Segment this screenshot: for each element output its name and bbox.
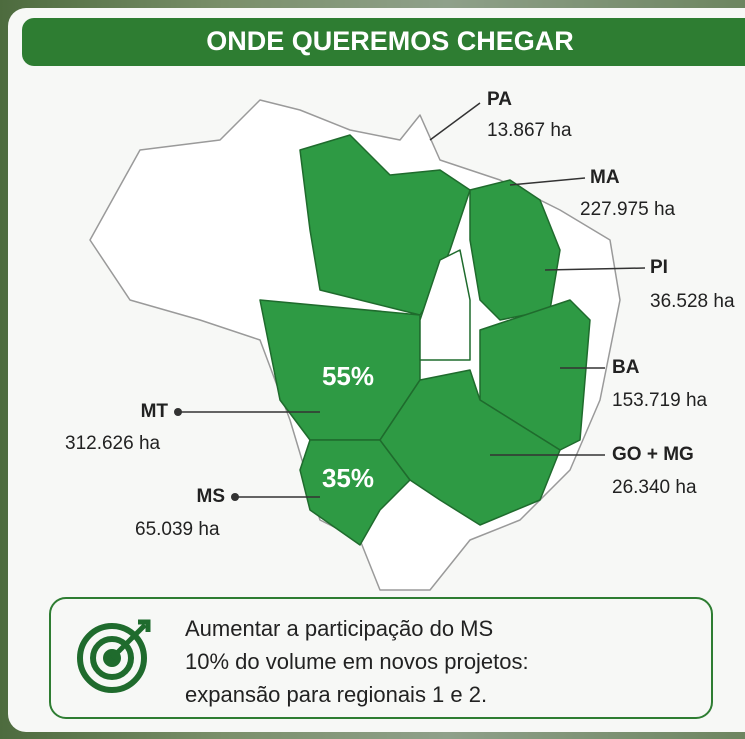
region-name: GO + MG [612, 444, 694, 465]
dot [174, 408, 182, 416]
region-name: PA [487, 89, 512, 110]
page: ONDE QUEREMOS CHEGAR PA 13.867 ha MA 227… [0, 0, 745, 739]
share: 55% [322, 361, 374, 391]
region-area: 36.528 ha [650, 291, 735, 312]
goal-text: Aumentar a participação do MS 10% do vol… [185, 616, 529, 707]
region-area: 227.975 ha [580, 199, 676, 220]
region-area: 65.039 ha [135, 519, 220, 540]
region-area: 153.719 ha [612, 390, 708, 411]
region-area: 26.340 ha [612, 477, 697, 498]
region-name: MS [197, 486, 226, 507]
infographic: ONDE QUEREMOS CHEGAR PA 13.867 ha MA 227… [0, 0, 745, 739]
share: 35% [322, 463, 374, 493]
region-area: 13.867 ha [487, 120, 572, 141]
goal-line: Aumentar a participação do MS [185, 616, 493, 641]
region-name: MT [141, 401, 169, 422]
region-name: MA [590, 167, 620, 188]
goal-line: 10% do volume em novos projetos: [185, 649, 529, 674]
region-name: PI [650, 257, 668, 278]
region-name: BA [612, 357, 640, 378]
title: ONDE QUEREMOS CHEGAR [206, 26, 574, 56]
region-area: 312.626 ha [65, 433, 161, 454]
goal-line: expansão para regionais 1 e 2. [185, 682, 487, 707]
dot [231, 493, 239, 501]
